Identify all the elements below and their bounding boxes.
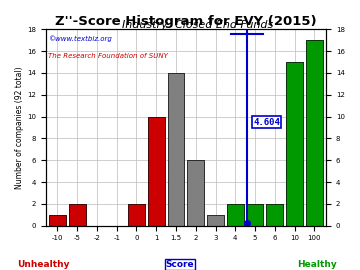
Text: 4.604: 4.604 [253, 117, 280, 127]
Text: Unhealthy: Unhealthy [17, 260, 69, 269]
Text: ©www.textbiz.org: ©www.textbiz.org [48, 35, 112, 42]
Bar [187, 160, 204, 226]
Bar [227, 204, 244, 226]
Bar [266, 204, 283, 226]
Bar [69, 204, 86, 226]
Bar [286, 62, 303, 226]
Bar [168, 73, 184, 226]
Bar [247, 204, 264, 226]
Bar [168, 73, 184, 226]
Bar [128, 204, 145, 226]
Text: The Research Foundation of SUNY: The Research Foundation of SUNY [48, 53, 168, 59]
Text: Healthy: Healthy [297, 260, 337, 269]
Y-axis label: Number of companies (92 total): Number of companies (92 total) [15, 66, 24, 189]
Bar [128, 204, 145, 226]
Bar [187, 160, 204, 226]
Bar [207, 215, 224, 226]
Bar [49, 215, 66, 226]
Bar [286, 62, 303, 226]
Bar [69, 204, 86, 226]
Text: Industry: Closed End Funds: Industry: Closed End Funds [122, 20, 274, 30]
Bar [49, 215, 66, 226]
Text: Score: Score [166, 260, 194, 269]
Title: Z''-Score Histogram for EVY (2015): Z''-Score Histogram for EVY (2015) [55, 15, 317, 28]
Bar [247, 204, 264, 226]
Bar [266, 204, 283, 226]
Bar [148, 117, 165, 226]
Bar [148, 117, 165, 226]
Bar [306, 40, 323, 226]
Bar [306, 40, 323, 226]
Bar [227, 204, 244, 226]
Bar [207, 215, 224, 226]
